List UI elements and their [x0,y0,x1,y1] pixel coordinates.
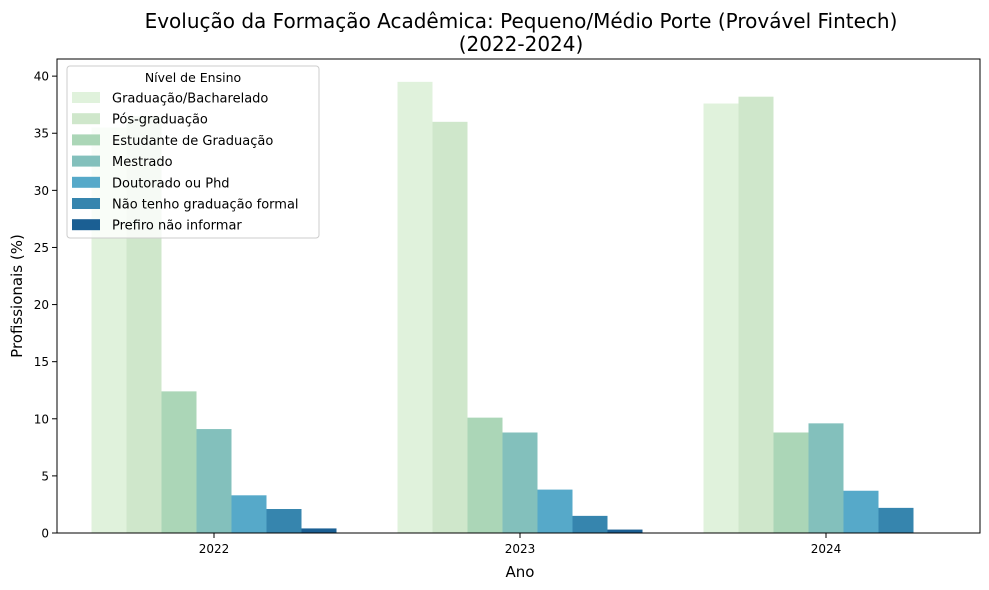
bar-prefiro-não-informar-2023 [607,529,643,533]
legend-entry-label: Doutorado ou Phd [112,176,230,191]
chart-title-line-2: (2022-2024) [459,32,584,56]
legend-title: Nível de Ensino [145,70,241,85]
bar-doutorado-ou-phd-2024 [843,490,879,533]
legend-swatch [72,92,100,103]
bar-não-tenho-graduação-formal-2022 [266,509,302,533]
legend-items: Graduação/Bacharelado Pós-graduação Estuda… [72,92,299,234]
bar-pós-graduação-2023 [432,121,468,533]
bar-graduação-bacharelado-2024 [703,103,739,533]
y-tick-label: 35 [34,127,49,141]
bar-doutorado-ou-phd-2022 [231,495,267,533]
x-tick-label: 2022 [199,542,230,556]
bar-não-tenho-graduação-formal-2024 [878,507,914,533]
plot-frame [56,58,981,534]
bar-estudante-de-graduação-2022 [161,391,197,533]
legend-entry-label: Não tenho graduação formal [112,198,299,213]
bar-prefiro-não-informar-2022 [301,528,337,533]
legend-entry-label: Estudante de Graduação [112,134,273,149]
chart-title-line-1: Evolução da Formação Acadêmica: Pequeno/… [145,9,898,33]
bar-mestrado-2024 [808,423,844,533]
x-tick-label: 2023 [505,542,536,556]
legend-swatch [72,198,100,209]
legend-swatch [72,113,100,125]
legend-swatch [72,219,100,231]
x-axis: 2022 2023 2024 [199,533,842,556]
x-tick-label: 2024 [811,542,842,556]
y-tick-label: 0 [41,527,49,541]
legend-swatch [72,134,100,146]
legend-box [66,65,320,239]
legend: Nível de Ensino Graduação/Bacharelado Pós… [66,65,320,239]
x-axis-label: Ano [506,563,535,581]
legend-entry-label: Prefiro não informar [112,219,242,234]
legend-entry-label: Mestrado [112,155,173,170]
bar-graduação-bacharelado-2023 [397,81,433,533]
bar-estudante-de-graduação-2023 [467,417,503,533]
y-tick-label: 20 [34,298,49,312]
legend-entry-label: Graduação/Bacharelado [112,92,268,107]
legend-swatch [72,176,100,188]
y-tick-label: 30 [34,184,49,198]
y-tick-label: 40 [34,70,49,84]
bar-mestrado-2022 [196,429,232,533]
bar-estudante-de-graduação-2024 [773,432,809,533]
bar-não-tenho-graduação-formal-2023 [572,515,608,533]
legend-swatch [72,155,100,167]
y-axis-label: Profissionais (%) [8,234,26,358]
bar-pós-graduação-2024 [738,96,774,533]
bar-doutorado-ou-phd-2023 [537,489,573,533]
y-tick-label: 5 [41,469,49,483]
y-tick-label: 10 [34,412,49,426]
y-tick-label: 25 [34,241,49,255]
y-axis: 0 5 10 15 20 25 30 35 40 [34,70,57,541]
bar-mestrado-2023 [502,432,538,533]
legend-entry-label: Pós-graduação [112,113,208,128]
y-tick-label: 15 [34,355,49,369]
